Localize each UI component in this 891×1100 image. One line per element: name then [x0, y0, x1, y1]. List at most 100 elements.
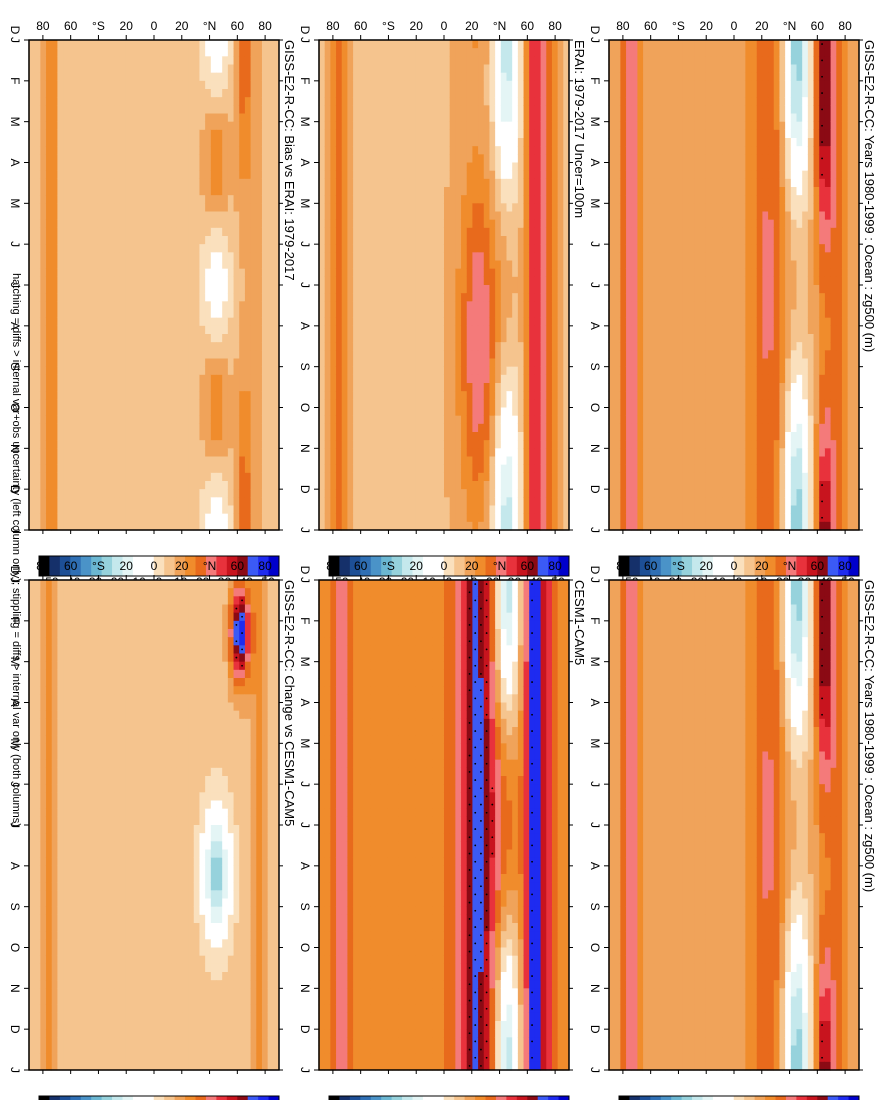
- heatmap-cell: [682, 285, 689, 294]
- heatmap-cell: [693, 195, 700, 204]
- heatmap-cell: [722, 432, 729, 441]
- heatmap-cell: [773, 580, 780, 589]
- heatmap-cell: [687, 440, 695, 449]
- heatmap-cell: [619, 325, 627, 335]
- heatmap-cell: [739, 481, 746, 490]
- heatmap-cell: [750, 366, 757, 376]
- heatmap-cell: [812, 808, 820, 818]
- heatmap-cell: [608, 857, 615, 867]
- heatmap-cell: [790, 89, 797, 98]
- heatmap-cell: [648, 890, 655, 900]
- heatmap-cell: [733, 374, 740, 384]
- heatmap-cell: [795, 816, 803, 826]
- heatmap-cell: [619, 947, 627, 957]
- heatmap-cell: [824, 154, 831, 164]
- heatmap-cell: [625, 857, 632, 867]
- heatmap-cell: [710, 596, 717, 606]
- heatmap-cell: [648, 276, 655, 286]
- heatmap-cell: [636, 170, 644, 180]
- heatmap-cell: [795, 637, 803, 646]
- heatmap-cell: [665, 825, 672, 834]
- heatmap-cell: [693, 808, 700, 818]
- heatmap-cell: [807, 653, 814, 663]
- heatmap-cell: [716, 97, 723, 106]
- heatmap-cell: [801, 833, 808, 842]
- heatmap-cell: [801, 138, 808, 147]
- heatmap-cell: [744, 236, 752, 245]
- heatmap-cell: [648, 285, 655, 294]
- heatmap-cell: [750, 661, 757, 671]
- heatmap-cell: [693, 513, 700, 523]
- heatmap-cell: [716, 800, 723, 810]
- heatmap-cell: [801, 735, 808, 744]
- heatmap-cell: [767, 358, 774, 368]
- heatmap-cell: [693, 415, 700, 425]
- heatmap-cell: [750, 105, 757, 115]
- y-tick-label: 60: [644, 19, 658, 33]
- heatmap-cell: [636, 865, 644, 875]
- heatmap-cell: [710, 105, 717, 115]
- heatmap-cell: [824, 481, 831, 490]
- heatmap-cell: [784, 849, 791, 859]
- heatmap-cell: [818, 833, 825, 842]
- heatmap-cell: [790, 472, 797, 482]
- heatmap-cell: [653, 325, 661, 335]
- heatmap-cell: [847, 154, 854, 164]
- heatmap-cell: [767, 407, 774, 417]
- heatmap-cell: [682, 833, 689, 842]
- heatmap-cell: [824, 955, 831, 965]
- heatmap-cell: [682, 735, 689, 744]
- heatmap-cell: [756, 816, 763, 826]
- heatmap-cell: [790, 914, 797, 924]
- heatmap-cell: [841, 423, 848, 433]
- heatmap-cell: [778, 955, 786, 965]
- heatmap-cell: [847, 415, 854, 425]
- heatmap-cell: [614, 939, 621, 949]
- heatmap-cell: [761, 882, 769, 891]
- heatmap-cell: [744, 653, 752, 663]
- heatmap-cell: [619, 64, 627, 74]
- heatmap-cell: [847, 735, 854, 744]
- heatmap-cell: [835, 423, 842, 433]
- heatmap-cell: [824, 366, 831, 376]
- heatmap-cell: [824, 849, 831, 859]
- heatmap-cell: [619, 170, 627, 180]
- heatmap-cell: [670, 792, 678, 802]
- heatmap-cell: [744, 906, 752, 916]
- heatmap-cell: [847, 988, 854, 998]
- heatmap-cell: [852, 211, 859, 221]
- heatmap-cell: [727, 702, 734, 712]
- heatmap-cell: [710, 816, 717, 826]
- heatmap-cell: [784, 735, 791, 744]
- heatmap-cell: [790, 604, 797, 614]
- heatmap-cell: [795, 751, 803, 761]
- heatmap-cell: [784, 489, 791, 498]
- heatmap-cell: [801, 702, 808, 712]
- heatmap-cell: [722, 64, 729, 74]
- heatmap-cell: [642, 678, 649, 687]
- heatmap-cell: [648, 301, 655, 311]
- heatmap-cell: [795, 596, 803, 606]
- heatmap-cell: [631, 138, 638, 147]
- heatmap-cell: [659, 138, 666, 147]
- heatmap-cell: [699, 980, 706, 989]
- heatmap-cell: [761, 661, 769, 671]
- heatmap-cell: [670, 833, 678, 842]
- stipple-dot: [821, 108, 823, 111]
- heatmap-cell: [795, 80, 803, 90]
- heatmap-cell: [773, 293, 780, 302]
- heatmap-cell: [648, 661, 655, 671]
- heatmap-cell: [744, 407, 752, 417]
- heatmap-cell: [756, 955, 763, 965]
- heatmap-cell: [812, 784, 820, 793]
- heatmap-cell: [704, 596, 712, 606]
- heatmap-cell: [790, 963, 797, 973]
- heatmap-cell: [682, 637, 689, 646]
- heatmap-cell: [642, 456, 649, 466]
- heatmap-cell: [835, 939, 842, 949]
- heatmap-cell: [670, 906, 678, 916]
- heatmap-cell: [727, 661, 734, 671]
- heatmap-cell: [835, 629, 842, 638]
- heatmap-cell: [807, 865, 814, 875]
- heatmap-cell: [625, 604, 632, 614]
